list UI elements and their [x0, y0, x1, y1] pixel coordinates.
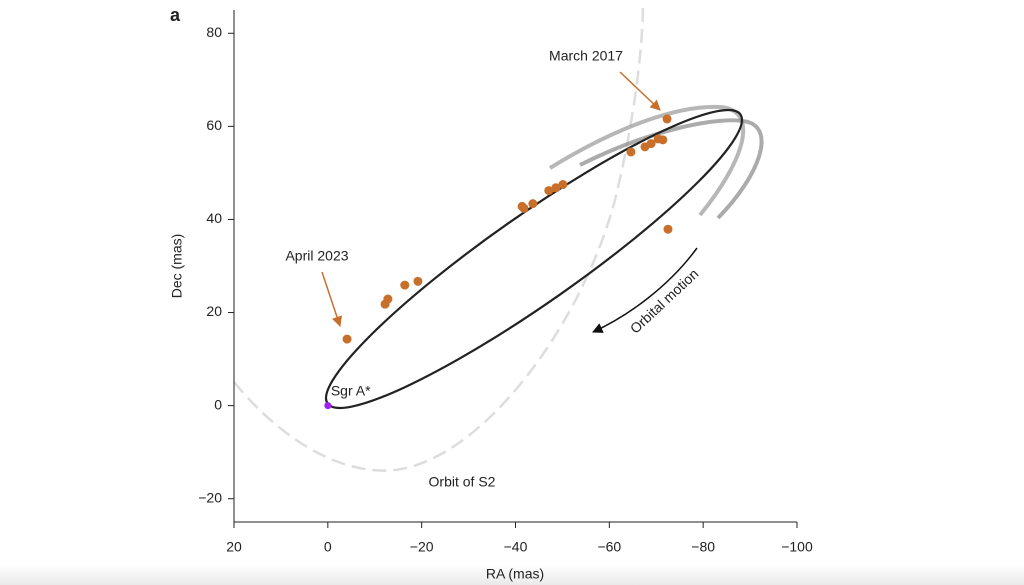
annotation: Orbit of S2 — [429, 474, 496, 490]
annotation: Orbital motion — [627, 265, 702, 336]
x-tick-label: 0 — [324, 539, 332, 555]
y-tick-label: 40 — [206, 210, 222, 226]
y-tick-label: −20 — [198, 489, 222, 505]
data-point — [519, 203, 529, 213]
center-point — [324, 402, 332, 410]
data-point — [663, 224, 673, 234]
motion-arrow — [592, 247, 698, 333]
annotation-arrow — [619, 71, 661, 111]
y-tick-label: 60 — [206, 117, 222, 133]
bottom-fade — [0, 565, 1024, 585]
x-tick-label: −20 — [410, 539, 434, 555]
s2-orbit — [233, 7, 645, 472]
data-point — [551, 183, 561, 193]
y-tick-label: 80 — [206, 24, 222, 40]
data-point — [528, 199, 538, 209]
data-point — [558, 180, 568, 190]
x-tick-label: −40 — [504, 539, 528, 555]
panel-label: a — [170, 5, 181, 25]
x-axis-title: RA (mas) — [486, 566, 544, 582]
annotation: April 2023 — [285, 248, 348, 264]
annotation: March 2017 — [549, 48, 623, 64]
data-point — [413, 276, 423, 286]
orbit-ghost — [548, 104, 746, 217]
data-point — [544, 186, 554, 196]
data-point — [342, 334, 352, 344]
y-axis-title: Dec (mas) — [169, 234, 185, 299]
x-tick-label: −80 — [691, 539, 715, 555]
orbit — [324, 108, 744, 410]
data-point — [658, 135, 668, 145]
x-tick-label: −100 — [781, 539, 813, 555]
x-tick-label: −60 — [597, 539, 621, 555]
x-tick-label: 20 — [226, 539, 242, 555]
data-point — [626, 147, 636, 157]
orbit-ghost — [579, 118, 764, 220]
data-point — [646, 139, 656, 149]
data-point — [400, 280, 410, 290]
data-point — [383, 294, 393, 304]
y-tick-label: 20 — [206, 303, 222, 319]
y-tick-label: 0 — [214, 396, 222, 412]
annotation-arrow — [321, 271, 342, 327]
data-point — [662, 114, 672, 124]
center-label: Sgr A* — [331, 382, 371, 398]
